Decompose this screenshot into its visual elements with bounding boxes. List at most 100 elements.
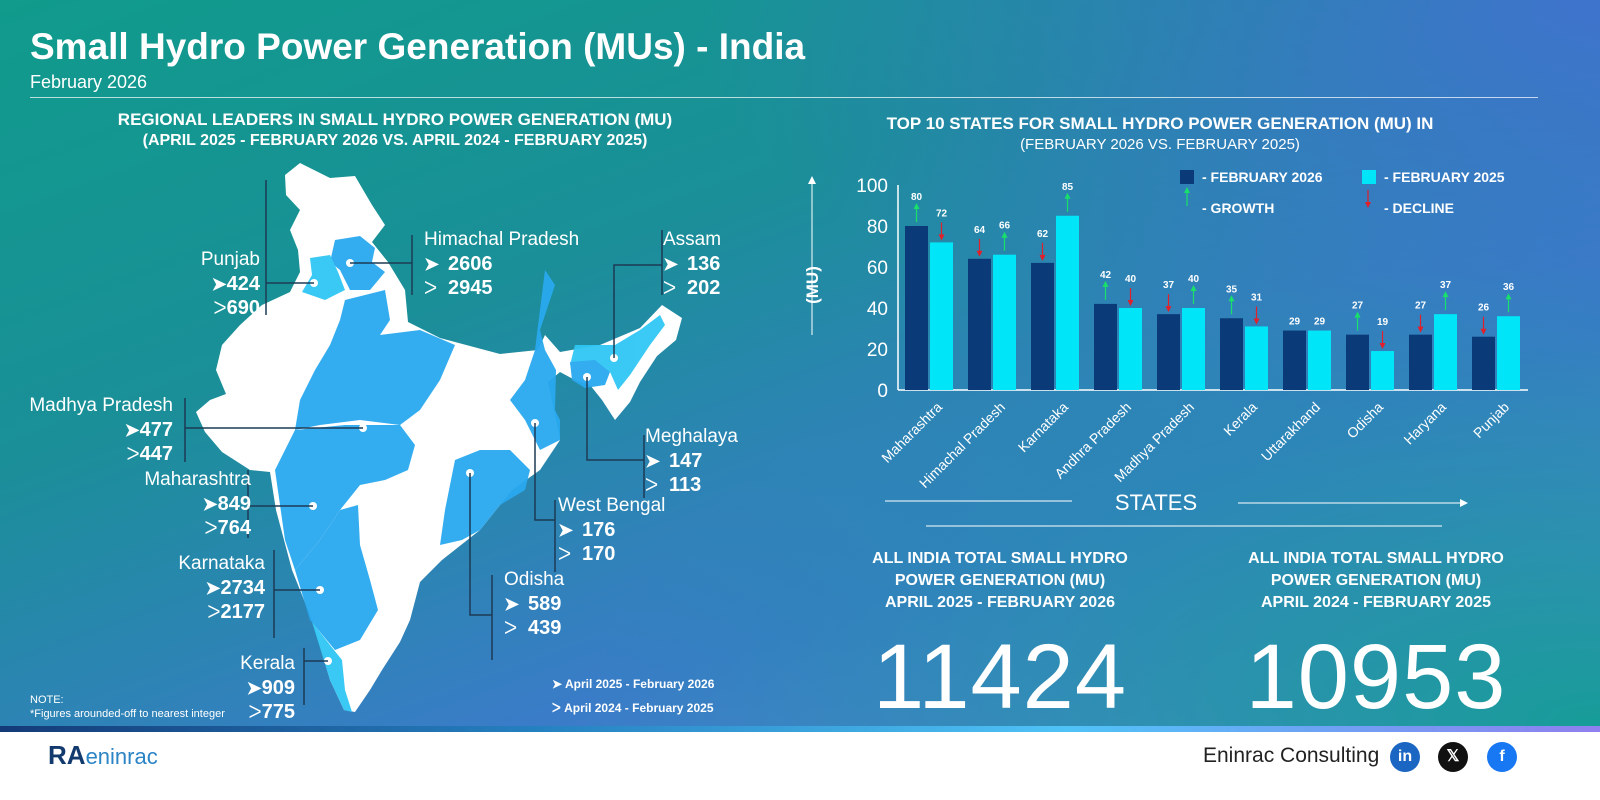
- region-assam: [570, 315, 665, 390]
- bar-feb-2025: [1371, 351, 1394, 390]
- label-line: ALL INDIA TOTAL SMALL HYDRO: [872, 550, 1128, 567]
- map-subheading: (APRIL 2025 - FEBRUARY 2026 VS. APRIL 20…: [142, 132, 648, 149]
- x-axis-label: STATES: [1115, 490, 1197, 515]
- growth-arrowhead: [1001, 231, 1008, 238]
- state-name: Punjab: [200, 249, 260, 270]
- decline-arrowhead: [1039, 254, 1046, 261]
- bar-feb-2025: [1245, 326, 1268, 390]
- bar-feb-2025: [1182, 308, 1205, 390]
- bar-feb-2025: [930, 242, 953, 390]
- note-title: NOTE:: [30, 694, 64, 706]
- total-current-value: 11424: [872, 626, 1127, 728]
- data-label: 27: [1352, 301, 1364, 312]
- previous-value: ᐳ 202: [663, 277, 721, 299]
- data-label: 35: [1226, 284, 1238, 295]
- bar-feb-2026: [1031, 262, 1054, 390]
- page-title: Small Hydro Power Generation (MUs) - Ind…: [30, 26, 806, 67]
- solid-arrow-icon: ➤: [211, 274, 227, 294]
- company-name: Eninrac Consulting: [1203, 744, 1380, 767]
- outline-arrow-icon: ᐳ: [558, 544, 572, 564]
- state-label-assam: Assam ➤ 136 ᐳ 202: [663, 228, 721, 300]
- legend-decline: - DECLINE: [1384, 200, 1454, 216]
- previous-value: ᐳ2177: [165, 600, 265, 624]
- chart-subtitle: (FEBRUARY 2026 VS. FEBRUARY 2025): [1020, 136, 1300, 153]
- data-label: 27: [1415, 301, 1427, 312]
- data-label: 37: [1163, 280, 1175, 291]
- state-name: West Bengal: [558, 495, 666, 516]
- label-line: POWER GENERATION (MU): [1270, 572, 1482, 589]
- current-value: ➤ 176: [558, 519, 616, 541]
- bar-feb-2026: [1346, 334, 1369, 390]
- decline-arrowhead: [976, 250, 983, 257]
- state-name: Odisha: [504, 569, 565, 590]
- previous-value: ᐳ 439: [504, 617, 562, 639]
- bar-feb-2026: [1220, 318, 1243, 390]
- current-value: ➤424: [190, 272, 260, 296]
- divider: [30, 97, 1538, 98]
- outline-arrow-icon: ᐳ: [207, 602, 221, 622]
- legend-previous: ᐳ April 2024 - February 2025: [552, 701, 714, 715]
- decline-arrowhead: [1379, 343, 1386, 350]
- growth-arrowhead: [1505, 293, 1512, 300]
- data-label: 29: [1289, 317, 1301, 328]
- data-label: 29: [1314, 317, 1326, 328]
- facebook-icon[interactable]: f: [1487, 742, 1517, 772]
- solid-arrow-icon: ➤: [205, 578, 221, 598]
- solid-arrow-icon: ➤: [645, 451, 661, 471]
- current-value: ➤2734: [165, 576, 265, 600]
- solid-arrow-icon: ➤: [202, 494, 218, 514]
- outline-arrow-icon: ᐳ: [645, 475, 659, 495]
- region-punjab: [302, 255, 345, 300]
- previous-value: ᐳ 170: [558, 543, 616, 565]
- label-line: APRIL 2025 - FEBRUARY 2026: [884, 594, 1115, 611]
- solid-arrow-icon: ➤: [424, 254, 440, 274]
- decline-arrowhead: [1365, 202, 1371, 208]
- decline-arrowhead: [1480, 328, 1487, 335]
- solid-arrow-icon: ➤: [552, 677, 563, 691]
- outline-arrow-icon: ᐳ: [126, 444, 140, 464]
- page-subtitle: February 2026: [30, 72, 148, 92]
- legend-swatch: [1180, 170, 1194, 184]
- current-value: ➤ 147: [645, 450, 703, 472]
- data-label: 66: [999, 221, 1011, 232]
- solid-arrow-icon: ➤: [246, 678, 262, 698]
- region-karnataka: [295, 505, 378, 650]
- footer-bar: [0, 726, 1600, 732]
- current-value: ➤ 136: [663, 253, 721, 275]
- previous-value: ᐳ775: [235, 700, 296, 724]
- data-label: 40: [1125, 274, 1137, 285]
- outline-arrow-icon: ᐳ: [248, 702, 262, 722]
- state-name: Himachal Pradesh: [424, 229, 580, 250]
- bar-feb-2025: [1119, 308, 1142, 390]
- growth-arrowhead: [1442, 291, 1449, 298]
- linkedin-icon[interactable]: in: [1390, 742, 1420, 772]
- bar-feb-2025: [1434, 314, 1457, 390]
- bar-feb-2026: [968, 258, 991, 390]
- legend-label: - FEBRUARY 2026: [1202, 169, 1323, 185]
- state-name: Madhya Pradesh: [29, 395, 173, 416]
- india-map: [184, 163, 682, 712]
- data-label: 36: [1503, 282, 1515, 293]
- legend-label: - FEBRUARY 2025: [1384, 169, 1505, 185]
- previous-value: ᐳ690: [190, 296, 261, 320]
- x-icon[interactable]: 𝕏: [1438, 742, 1468, 772]
- data-label: 37: [1440, 280, 1452, 291]
- bar-feb-2025: [1497, 316, 1520, 390]
- solid-arrow-icon: ➤: [558, 520, 574, 540]
- map-heading: REGIONAL LEADERS IN SMALL HYDRO POWER GE…: [117, 110, 673, 129]
- current-value: ➤ 2606: [424, 253, 493, 275]
- x-tick-label: Punjab: [1470, 399, 1512, 441]
- infographic-panel: [0, 0, 1600, 728]
- y-axis-label: (MU): [803, 266, 822, 304]
- data-label: 19: [1377, 317, 1389, 328]
- growth-arrowhead: [1228, 295, 1235, 302]
- growth-arrowhead: [913, 203, 920, 209]
- decline-arrowhead: [1253, 318, 1260, 325]
- label-line: APRIL 2024 - FEBRUARY 2025: [1260, 594, 1491, 611]
- y-tick-label: 20: [867, 340, 888, 361]
- outline-arrow-icon: ᐳ: [213, 298, 227, 318]
- outline-arrow-icon: ᐳ: [204, 518, 218, 538]
- state-label-kerala: Kerala ➤909 ᐳ775: [235, 652, 295, 724]
- state-label-meghalaya: Meghalaya ➤ 147 ᐳ 113: [645, 425, 738, 497]
- chart-title: TOP 10 STATES FOR SMALL HYDRO POWER GENE…: [886, 114, 1434, 133]
